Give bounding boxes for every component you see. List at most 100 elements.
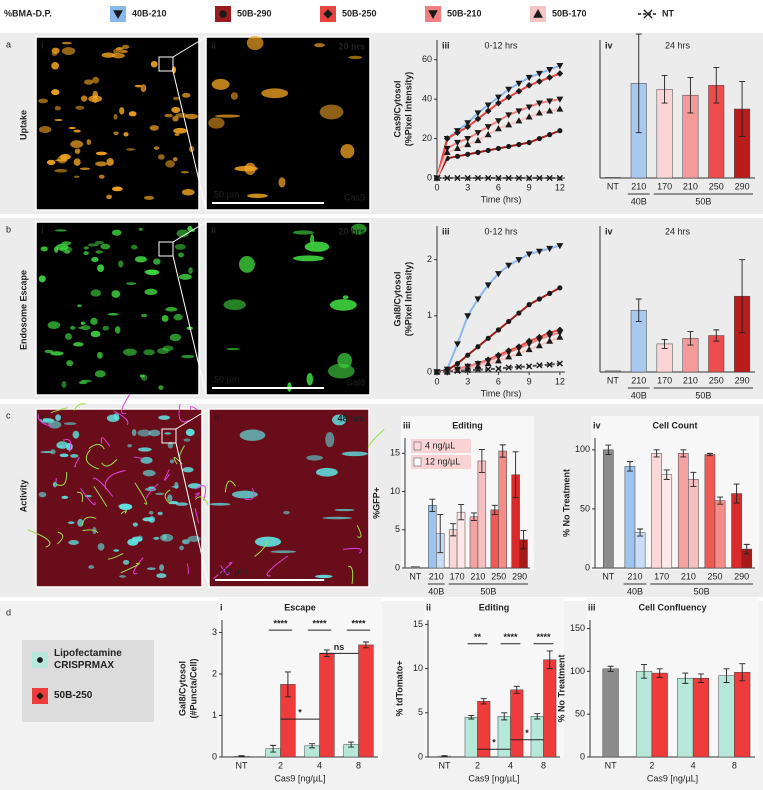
- cell-blob: [132, 522, 138, 527]
- error-bar: [450, 523, 457, 537]
- marker: [485, 335, 491, 341]
- y-tick-label: 0: [395, 562, 400, 572]
- chart-numeral: iii: [403, 420, 411, 430]
- marker: [433, 368, 441, 376]
- marker: [526, 302, 532, 308]
- x-tick-label: 290: [735, 181, 750, 191]
- error-bar: [309, 743, 316, 749]
- error-bar: [534, 713, 541, 720]
- marker: [36, 692, 44, 700]
- cell-blob: [125, 282, 137, 285]
- group-label: 50B: [480, 586, 496, 596]
- error-bar: [635, 33, 642, 134]
- cell-blob: [70, 325, 76, 330]
- y-axis-label: %GFP+: [371, 487, 381, 519]
- marker: [556, 360, 563, 367]
- cell-blob: [178, 273, 192, 280]
- cell-blob: [175, 502, 189, 506]
- x-tick-label: 290: [734, 571, 749, 581]
- error-bar: [680, 449, 687, 458]
- significance-label: *: [525, 728, 529, 738]
- cell-blob: [51, 47, 60, 54]
- cell-blob: [306, 372, 314, 386]
- cell-blob: [173, 313, 183, 321]
- cell-blob: [157, 347, 170, 354]
- bar: [477, 701, 491, 758]
- cell-blob: [59, 453, 69, 458]
- y-tick-label: 0: [585, 562, 590, 572]
- bar: [358, 644, 374, 758]
- cell-blob: [211, 78, 230, 90]
- zoom-line: [172, 221, 207, 243]
- error-bar: [501, 712, 508, 721]
- chart-title: 0-12 hrs: [484, 226, 518, 236]
- zoom-line: [175, 442, 210, 588]
- cell-blob: [107, 312, 119, 316]
- cell-blob: [88, 95, 103, 103]
- cell-blob: [175, 113, 188, 118]
- significance-label: ****: [536, 632, 551, 642]
- y-tick-label: 10: [413, 663, 423, 673]
- bar: [543, 659, 557, 758]
- x-tick-label: 3: [465, 182, 470, 192]
- cell-outline: [100, 437, 111, 447]
- error-bar: [499, 444, 506, 458]
- cell-outline: [266, 555, 289, 577]
- bar: [731, 493, 742, 569]
- error-bar: [270, 744, 277, 753]
- cell-blob: [51, 89, 60, 96]
- y-tick-label: 0: [427, 366, 432, 376]
- marker: [454, 174, 461, 182]
- error-bar: [687, 77, 694, 114]
- marker: [464, 313, 472, 320]
- chart-numeral: iv: [605, 226, 613, 236]
- marker: [505, 93, 512, 101]
- x-tick-label: 2: [649, 760, 654, 770]
- cell-blob: [164, 432, 172, 435]
- marker: [465, 352, 471, 358]
- cell-outline: [73, 403, 86, 411]
- error-bar: [605, 444, 612, 455]
- group-label: 50B: [695, 390, 711, 400]
- marker: [535, 248, 543, 255]
- cell-blob: [94, 370, 106, 378]
- bar: [497, 716, 511, 758]
- marker: [484, 102, 492, 109]
- cell-blob: [230, 92, 238, 100]
- chart-title: 0-12 hrs: [484, 40, 518, 50]
- marker: [556, 330, 564, 337]
- cell-blob: [119, 575, 126, 578]
- cell-outline: [62, 439, 72, 453]
- x-tick-label: 210: [681, 571, 696, 581]
- marker: [454, 153, 461, 159]
- x-axis-label: Time (hrs): [481, 194, 522, 204]
- cell-outline: [195, 485, 207, 501]
- marker: [494, 125, 502, 132]
- marker: [536, 174, 543, 182]
- marker: [557, 285, 563, 291]
- cell-blob: [51, 62, 60, 70]
- cell-blob: [153, 146, 160, 150]
- scale-label: 50 µm: [214, 189, 239, 199]
- error-bar: [663, 469, 670, 480]
- cell-blob: [315, 574, 333, 579]
- group-label: 40B: [428, 586, 444, 596]
- cell-blob: [113, 549, 120, 552]
- bar: [704, 454, 716, 569]
- cell-outline: [356, 525, 362, 538]
- marker: [546, 332, 554, 340]
- cell-blob: [165, 307, 178, 312]
- marker: [474, 174, 482, 182]
- x-tick-label: 8: [732, 760, 737, 770]
- scale-label: 100 µm: [217, 566, 247, 576]
- x-tick-label: 0: [434, 376, 439, 386]
- marker: [219, 10, 227, 18]
- marker: [515, 80, 523, 88]
- cell-blob: [149, 125, 159, 131]
- marker: [546, 245, 554, 253]
- marker: [454, 139, 461, 147]
- cell-blob: [67, 521, 75, 525]
- cell-blob: [137, 429, 152, 437]
- y-tick-label: 3: [212, 627, 217, 637]
